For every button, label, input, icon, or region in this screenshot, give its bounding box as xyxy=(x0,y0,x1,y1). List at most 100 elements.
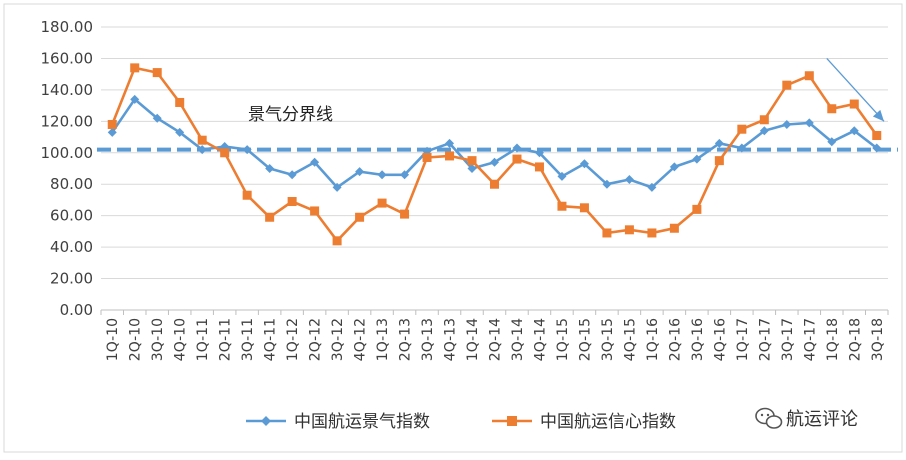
data-point xyxy=(714,156,724,166)
axes xyxy=(100,309,889,315)
data-point xyxy=(377,198,387,208)
x-tick-label: 1Q-15 xyxy=(555,318,571,361)
x-tick-label: 3Q-14 xyxy=(510,318,526,361)
x-axis-ticks: 1Q-10 2Q-10 3Q-10 4Q-10 1Q-11 2Q-11 3Q-11 4Q-11… xyxy=(105,318,886,361)
data-point xyxy=(557,171,567,181)
legend: 中国航运景气指数 中国航运信心指数 xyxy=(246,412,676,432)
data-point xyxy=(467,156,477,166)
data-point xyxy=(355,167,365,177)
x-tick-label: 4Q-11 xyxy=(263,318,279,361)
wechat-icon xyxy=(755,407,783,429)
x-tick-label: 2Q-12 xyxy=(308,318,324,361)
data-point xyxy=(872,143,882,153)
x-tick-label: 1Q-12 xyxy=(285,318,301,361)
data-point xyxy=(242,190,252,200)
data-point xyxy=(624,225,634,235)
data-point xyxy=(534,148,544,158)
x-tick-label: 3Q-13 xyxy=(420,318,436,361)
data-point xyxy=(669,162,679,172)
data-point xyxy=(130,63,140,73)
data-point xyxy=(422,152,432,162)
x-tick-label: 3Q-15 xyxy=(600,318,616,361)
x-tick-label: 3Q-10 xyxy=(150,318,166,361)
x-tick-label: 1Q-17 xyxy=(735,318,751,361)
y-axis-ticks: 0.00 20.00 40.00 60.00 80.00 100.00 120.00 140.… xyxy=(41,18,94,319)
data-point xyxy=(669,223,679,233)
data-point xyxy=(782,119,792,129)
data-point xyxy=(152,68,162,78)
x-tick-label: 1Q-11 xyxy=(195,318,211,361)
x-tick-label: 1Q-14 xyxy=(465,318,481,361)
data-point xyxy=(692,154,702,164)
trend-arrow-line xyxy=(826,58,885,122)
y-tick-label: 80.00 xyxy=(50,175,93,193)
trend-arrow-group xyxy=(826,58,885,122)
data-point xyxy=(400,209,410,219)
chart-border xyxy=(3,3,903,453)
x-tick-label: 2Q-18 xyxy=(847,318,863,361)
x-tick-label: 1Q-16 xyxy=(645,318,661,361)
watermark: 航运评论 xyxy=(755,407,858,430)
data-point xyxy=(534,162,544,172)
y-tick-label: 0.00 xyxy=(60,301,93,319)
x-tick-label: 2Q-10 xyxy=(128,318,144,361)
data-point xyxy=(827,137,837,147)
x-tick-label: 2Q-17 xyxy=(757,318,773,361)
legend-marker xyxy=(261,416,271,426)
data-point xyxy=(107,119,117,129)
data-point xyxy=(287,170,297,180)
x-tick-label: 1Q-10 xyxy=(105,318,121,361)
y-tick-label: 160.00 xyxy=(41,49,94,67)
x-tick-label: 1Q-18 xyxy=(825,318,841,361)
data-point xyxy=(759,126,769,136)
data-point xyxy=(827,104,837,114)
data-point xyxy=(782,80,792,90)
data-point xyxy=(490,179,499,189)
data-point xyxy=(804,118,814,128)
threshold-label: 景气分界线 xyxy=(248,105,333,125)
data-point xyxy=(377,170,387,180)
gridlines xyxy=(101,26,888,280)
data-point xyxy=(467,164,477,173)
data-point xyxy=(579,203,589,213)
y-tick-label: 100.00 xyxy=(41,144,94,162)
x-tick-label: 4Q-17 xyxy=(802,318,818,361)
data-point xyxy=(175,127,185,137)
x-tick-label: 2Q-16 xyxy=(667,318,683,361)
y-tick-label: 20.00 xyxy=(50,270,93,288)
data-point xyxy=(445,138,455,148)
data-point xyxy=(804,71,814,81)
x-tick-label: 4Q-12 xyxy=(353,318,369,361)
data-point xyxy=(130,94,140,104)
x-tick-label: 2Q-11 xyxy=(218,318,234,361)
legend-label: 中国航运信心指数 xyxy=(540,412,676,432)
x-tick-label: 3Q-17 xyxy=(780,318,796,361)
series-group xyxy=(107,63,882,246)
y-tick-label: 140.00 xyxy=(41,81,94,99)
data-point xyxy=(107,127,117,137)
data-point xyxy=(647,182,657,192)
x-tick-label: 1Q-13 xyxy=(375,318,391,361)
data-point xyxy=(759,115,769,125)
x-tick-label: 3Q-11 xyxy=(240,318,256,361)
data-point xyxy=(647,228,657,238)
data-point xyxy=(602,228,612,238)
y-tick-label: 40.00 xyxy=(50,238,93,256)
trend-arrow-head xyxy=(872,109,884,122)
data-point xyxy=(490,157,499,167)
data-point xyxy=(332,182,342,192)
data-point xyxy=(692,204,702,214)
data-point xyxy=(512,143,522,153)
data-point xyxy=(152,113,162,123)
data-point xyxy=(602,179,612,189)
data-point xyxy=(445,151,455,161)
watermark-text: 航运评论 xyxy=(786,409,858,430)
data-point xyxy=(557,201,567,211)
data-point xyxy=(624,175,634,185)
data-point xyxy=(265,164,275,173)
data-point xyxy=(400,170,410,180)
y-tick-label: 180.00 xyxy=(41,18,94,36)
x-tick-label: 3Q-16 xyxy=(690,318,706,361)
data-point xyxy=(849,126,859,136)
